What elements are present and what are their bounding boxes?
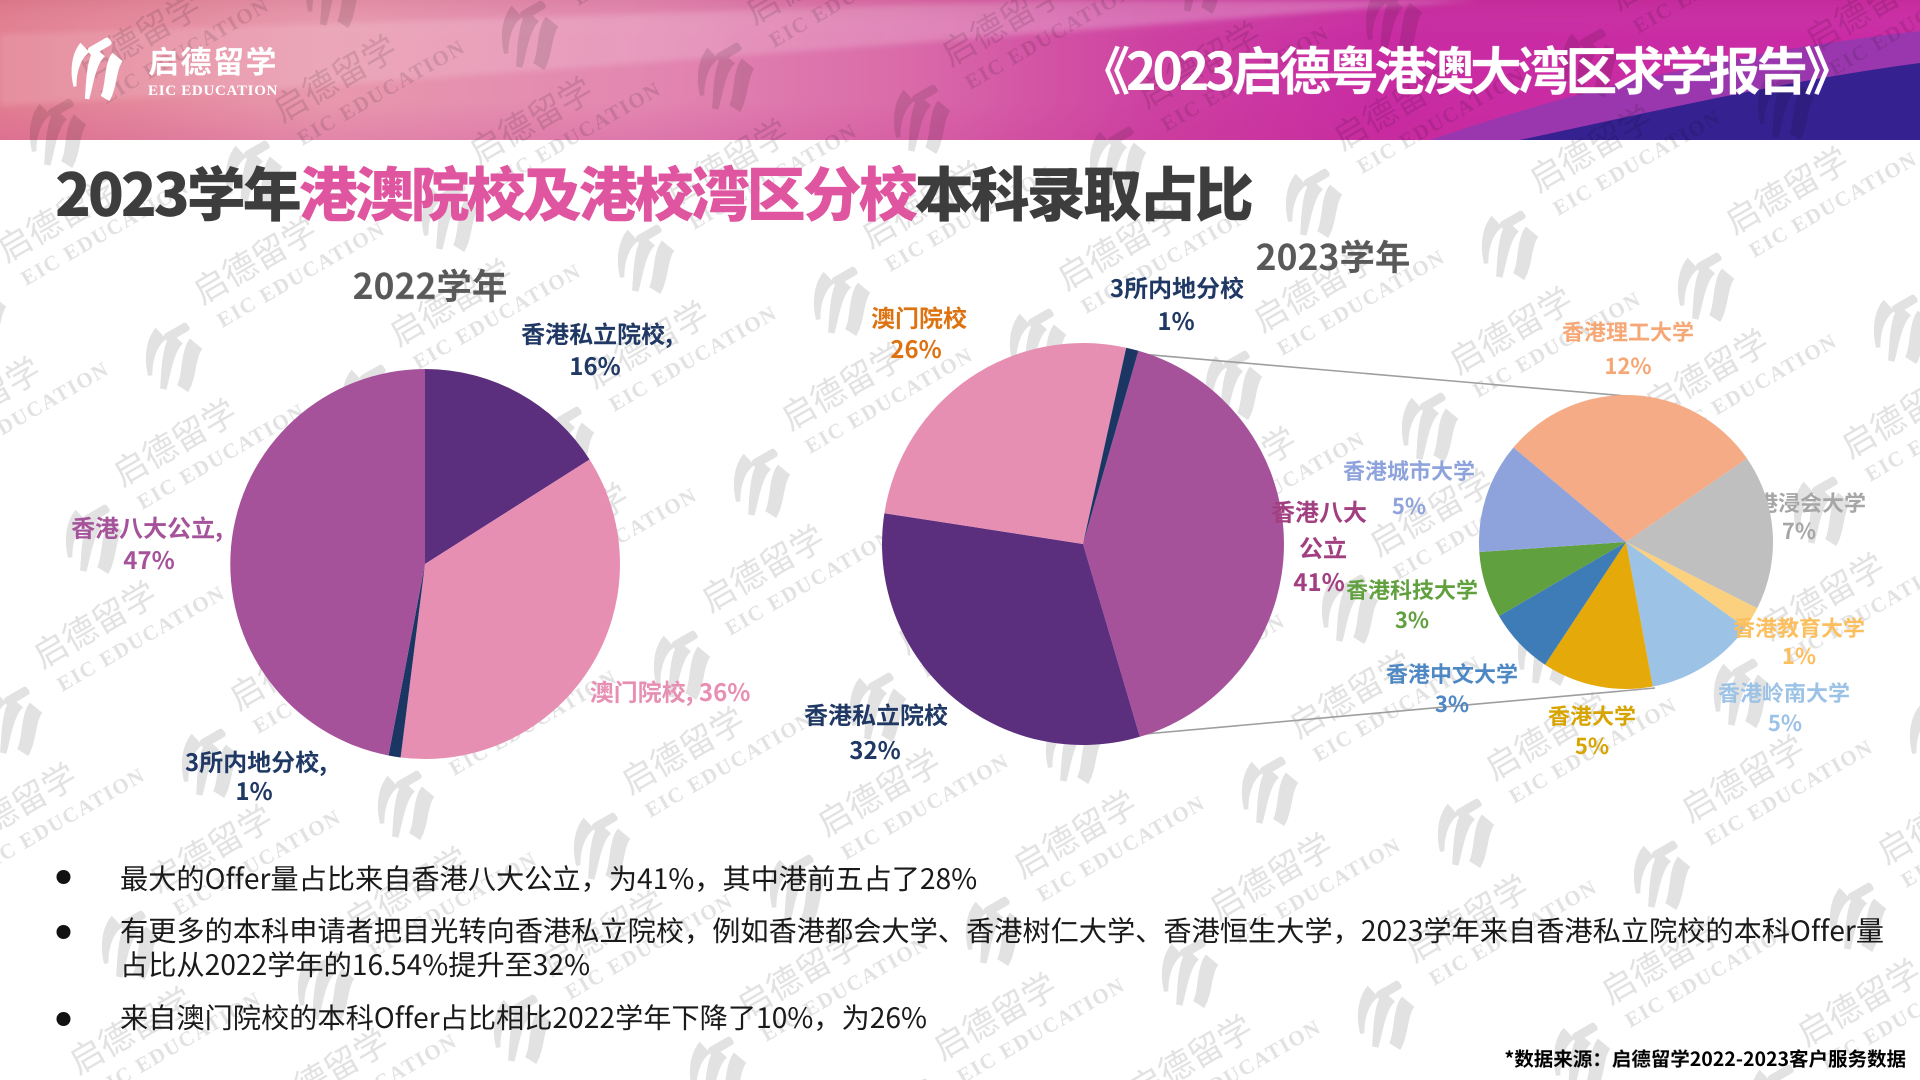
svg-text:EIC EDUCATION: EIC EDUCATION xyxy=(148,83,278,99)
